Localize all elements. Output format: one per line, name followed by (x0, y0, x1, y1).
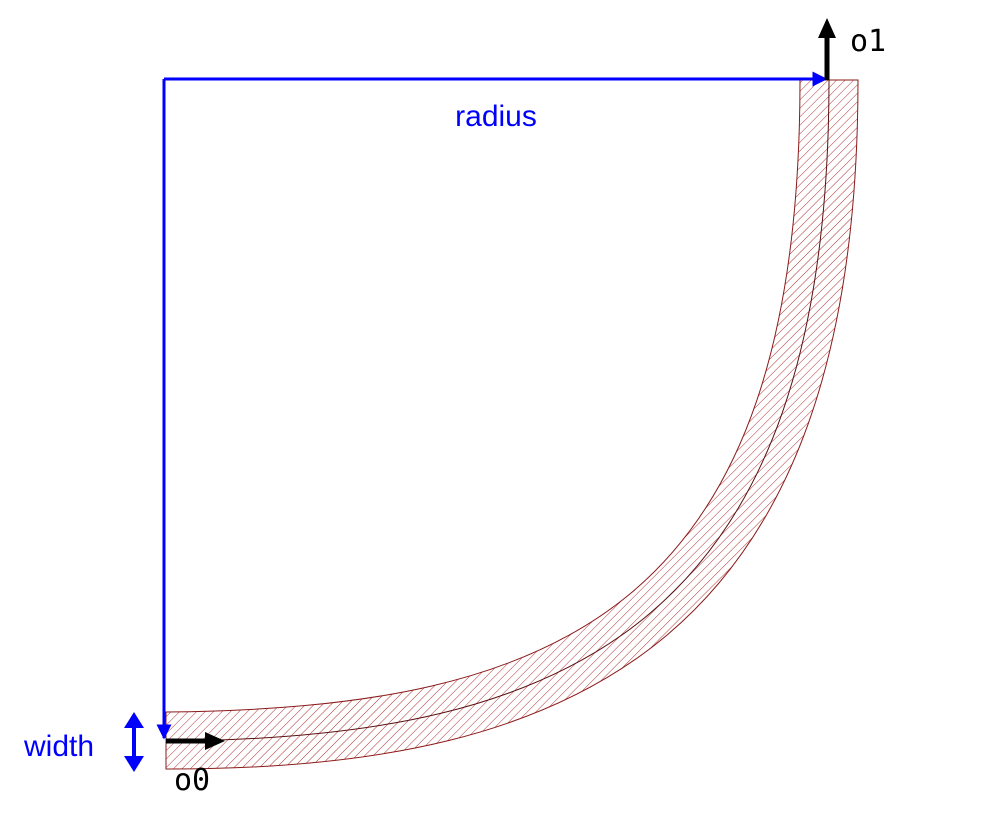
width-label: width (23, 730, 94, 763)
radius-label: radius (455, 100, 537, 133)
waveguide-bend (165, 79, 859, 770)
port-o0-arrow-icon (166, 732, 225, 750)
port-o1-arrow-icon (818, 18, 836, 80)
port-o1-label: o1 (850, 24, 886, 59)
waveguide-centerline (165, 79, 830, 742)
width-double-arrow-icon (124, 712, 144, 772)
port-o0-label: o0 (174, 763, 210, 798)
